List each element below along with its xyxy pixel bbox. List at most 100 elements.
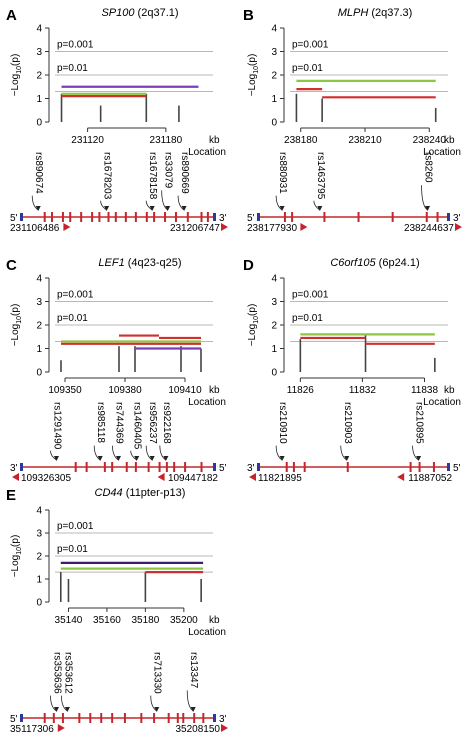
exon-mark	[107, 212, 110, 222]
panel-a: A SP100 (2q37.1) −Log10(p) p=0.001 p=0.01 0 1 2…	[6, 7, 228, 234]
exon-mark	[418, 462, 421, 472]
exon-mark	[432, 462, 435, 472]
exon-mark	[111, 462, 114, 472]
snp-label: rs922168	[161, 402, 172, 444]
snp-arrow-icon	[163, 456, 169, 461]
snp-arrow-icon	[53, 707, 59, 712]
end-arrow-icon	[221, 724, 228, 732]
utr-marker	[447, 463, 450, 471]
exon-mark	[145, 212, 148, 222]
y-tick-label: 1	[36, 344, 42, 355]
snp-pointer	[177, 195, 185, 211]
snp-arrow-icon	[344, 456, 350, 461]
snp-pointer	[186, 690, 194, 712]
snp-pointer	[61, 695, 68, 712]
snp-pointer	[145, 200, 153, 211]
panel-letter: D	[243, 257, 254, 274]
snp-arrow-icon	[97, 456, 103, 461]
utr-marker	[20, 463, 23, 471]
x-unit-label: kb	[209, 135, 220, 146]
exon-mark	[193, 713, 196, 723]
panel-d: D C6orf105 (6p24.1) −Log10(p) p=0.001 p=0.01…	[243, 257, 461, 484]
start-coordinate: 35117306	[10, 724, 54, 735]
exon-mark	[346, 462, 349, 472]
snp-arrow-icon	[104, 206, 110, 211]
threshold-label: p=0.01	[57, 544, 88, 555]
start-arrow-icon	[63, 223, 71, 231]
x-tick-label: 35140	[55, 615, 83, 626]
start-arrow-icon	[12, 473, 19, 481]
snp-pointer	[340, 445, 348, 461]
snp-arrow-icon	[425, 206, 431, 211]
exon-mark	[43, 713, 46, 723]
exon-mark	[206, 212, 209, 222]
snp-label: rs956237	[147, 402, 158, 444]
exon-mark	[50, 212, 53, 222]
exon-mark	[409, 462, 412, 472]
y-tick-label: 3	[271, 297, 277, 308]
exon-mark	[176, 713, 179, 723]
strand-left-label: 3'	[247, 463, 255, 474]
y-tick-label: 0	[36, 368, 42, 379]
snp-pointer	[150, 695, 157, 712]
y-tick-label: 4	[36, 506, 42, 517]
threshold-label: p=0.001	[57, 521, 94, 532]
strand-right-label: 3'	[219, 714, 227, 725]
exon-mark	[61, 212, 64, 222]
exon-mark	[85, 462, 88, 472]
exon-mark	[283, 212, 286, 222]
threshold-label: p=0.001	[57, 290, 94, 301]
utr-marker	[257, 463, 260, 471]
snp-label: rs13347	[188, 652, 199, 689]
exon-mark	[164, 212, 167, 222]
snp-arrow-icon	[64, 707, 70, 712]
snp-arrow-icon	[181, 206, 187, 211]
exon-mark	[134, 212, 137, 222]
strand-left-label: 5'	[10, 714, 18, 725]
snp-label: rs210903	[342, 402, 353, 444]
snp-pointer	[313, 200, 321, 211]
snp-pointer	[159, 445, 167, 461]
exon-mark	[123, 713, 126, 723]
x-tick-label: 35200	[170, 615, 198, 626]
utr-marker	[213, 213, 216, 221]
snp-label: rs985118	[95, 402, 106, 443]
y-tick-label: 2	[271, 71, 277, 82]
y-tick-label: 4	[271, 24, 277, 35]
panel-letter: B	[243, 7, 254, 24]
exon-mark	[291, 212, 294, 222]
exon-mark	[74, 462, 77, 472]
y-axis-label: −Log10(p)	[247, 54, 260, 97]
y-tick-label: 0	[271, 368, 277, 379]
strand-right-label: 3'	[453, 213, 461, 224]
end-coordinate: 109447182	[168, 473, 218, 484]
snp-arrow-icon	[416, 456, 422, 461]
snp-arrow-icon	[53, 456, 59, 461]
snp-pointer	[161, 190, 168, 211]
panel-letter: A	[6, 7, 17, 24]
y-axis-label: −Log10(p)	[10, 535, 23, 578]
snp-pointer	[100, 200, 107, 211]
y-tick-label: 3	[36, 297, 42, 308]
start-arrow-icon	[249, 473, 256, 481]
strand-left-label: 5'	[247, 213, 255, 224]
snp-label: rs890669	[179, 152, 190, 194]
panel-c: C LEF1 (4q23-q25)−Log10(p)p=0.001p=0.0101…	[6, 257, 227, 484]
start-arrow-icon	[300, 223, 308, 231]
snp-label: rs1463795	[315, 152, 326, 200]
snp-pointer	[275, 445, 283, 461]
panel-title: C6orf105 (6p24.1)	[330, 257, 419, 269]
exon-mark	[61, 713, 64, 723]
snp-arrow-icon	[115, 456, 121, 461]
exon-mark	[184, 462, 187, 472]
y-tick-label: 2	[36, 552, 42, 563]
exon-mark	[114, 212, 117, 222]
panel-letter: E	[6, 487, 16, 504]
strand-left-label: 3'	[10, 463, 18, 474]
exon-mark	[323, 212, 326, 222]
panel-e: E CD44 (11pter-p13) −Log10(p) p=0.001 p=0.01…	[6, 487, 228, 735]
threshold-label: p=0.001	[292, 40, 329, 51]
strand-right-label: 5'	[453, 463, 461, 474]
end-coordinate: 11887052	[408, 473, 452, 484]
